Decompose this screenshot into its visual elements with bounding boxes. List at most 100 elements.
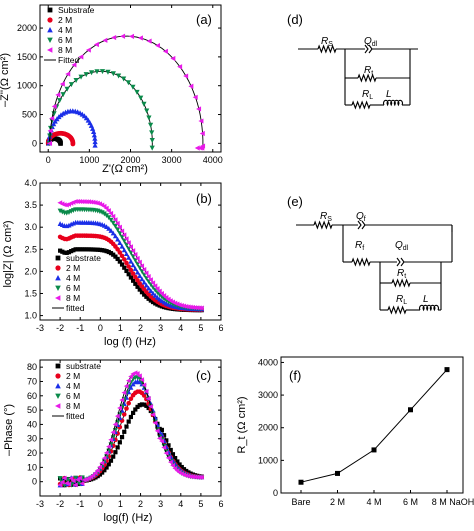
data-point (57, 482, 63, 488)
data-point (108, 458, 114, 463)
data-point (58, 141, 63, 146)
legend-marker (47, 37, 53, 43)
circuit-e-rf-sub: f (362, 245, 364, 252)
data-point (102, 248, 107, 253)
data-point (132, 266, 138, 271)
y-tick-label: 20 (27, 448, 37, 458)
data-point (115, 227, 121, 233)
data-point (150, 412, 156, 418)
x-tick-label: 6 (218, 323, 223, 333)
data-point (83, 199, 89, 205)
data-point (78, 74, 84, 80)
data-point (55, 92, 61, 98)
data-point (146, 38, 152, 44)
data-point (119, 228, 125, 234)
data-point (157, 426, 162, 432)
legend-marker (55, 393, 61, 399)
data-point (77, 475, 83, 481)
data-point (121, 76, 127, 82)
data-point (126, 400, 131, 406)
data-point (148, 277, 153, 283)
data-point (141, 101, 147, 107)
data-point (93, 41, 99, 48)
data-point (112, 421, 118, 427)
panel-c-data (57, 370, 205, 488)
data-point (111, 252, 116, 257)
resistor-rs (313, 220, 333, 230)
data-point (181, 467, 187, 472)
data-point (92, 470, 98, 476)
circuit-e-qdl-text: Q (395, 240, 403, 251)
data-point (91, 132, 97, 138)
data-point (64, 250, 69, 255)
x-tick-label: 4 (178, 499, 183, 509)
data-point (95, 247, 100, 252)
data-point (159, 291, 164, 297)
circuit-d-rt-text: R (364, 65, 371, 76)
circuit-d-rs-label: RS (321, 36, 333, 48)
cpe-qdl (396, 257, 405, 267)
data-point (111, 454, 116, 459)
y-tick-label: 4.0 (24, 178, 37, 188)
data-point (194, 305, 200, 311)
y-tick-label: 1000 (258, 455, 278, 465)
data-point (110, 71, 116, 77)
x-tick-label: 1 (118, 499, 123, 509)
y-tick-label: 40 (27, 419, 37, 429)
y-tick-label: 1000 (17, 81, 37, 91)
data-point (137, 259, 142, 265)
data-point (198, 118, 204, 124)
data-point (65, 71, 71, 77)
circuit-d-rs-text: R (321, 36, 328, 47)
panel-b-label: (b) (196, 191, 212, 206)
data-point (146, 285, 152, 291)
legend-label: 8 M (58, 45, 72, 55)
data-point (144, 403, 149, 408)
data-point (149, 145, 155, 151)
data-point (177, 64, 183, 70)
data-point (51, 103, 57, 109)
data-point (113, 450, 118, 455)
data-point (141, 382, 147, 388)
data-point (73, 247, 78, 252)
data-point (154, 428, 160, 434)
data-point (122, 429, 127, 434)
data-point (154, 42, 160, 49)
y-tick-label: 0 (32, 138, 37, 148)
data-point (190, 304, 195, 310)
x-tick-label: -1 (76, 499, 84, 509)
data-point (187, 304, 193, 310)
data-point (121, 238, 127, 244)
data-point (183, 303, 189, 309)
y-tick-label: 2.5 (24, 244, 37, 254)
y-tick-label: 2.0 (24, 266, 37, 276)
data-point (130, 84, 136, 90)
panel-a-nyquist: 0 1000 2000 3000 4000 0 500 1000 1500 2000 Substr… (0, 4, 223, 175)
data-point (128, 396, 134, 402)
y-tick-label: 70 (27, 376, 37, 386)
data-point (168, 447, 173, 453)
panel-c-label: (c) (196, 368, 211, 383)
x-tick-label: 3 (158, 323, 163, 333)
legend-marker (55, 363, 61, 369)
data-point (88, 247, 94, 252)
data-point (115, 445, 120, 450)
circuit-e-rl-sub: L (403, 299, 407, 306)
data-point (83, 72, 89, 78)
data-point (97, 464, 103, 470)
data-point (152, 292, 158, 298)
data-point (137, 403, 142, 408)
data-point (64, 86, 70, 92)
data-point (137, 379, 143, 385)
legend-marker (55, 275, 61, 281)
data-point (156, 435, 162, 441)
inductor-l (383, 99, 403, 107)
data-point (95, 467, 100, 473)
data-point (58, 112, 64, 118)
data-point (111, 34, 117, 41)
data-point (57, 476, 63, 481)
x-tick-label: 3000 (162, 155, 182, 165)
data-point (112, 224, 118, 229)
